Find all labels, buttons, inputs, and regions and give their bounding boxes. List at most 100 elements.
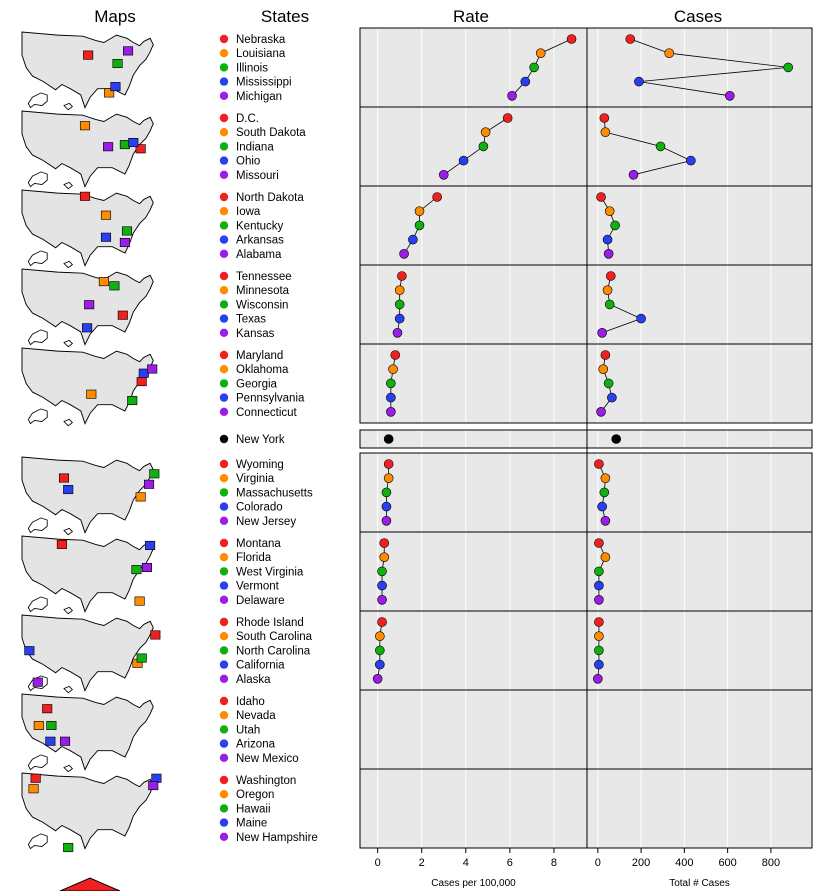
cases-panel <box>587 186 812 265</box>
cases-point <box>594 659 604 670</box>
cases-panel <box>587 265 812 344</box>
cases-point <box>602 285 613 296</box>
state-label: Oklahoma <box>236 364 289 376</box>
group-4: Tennessee Minnesota Wisconsin Texas Kansas <box>21 264 813 348</box>
state-legend-dot <box>219 790 229 799</box>
rate-point <box>379 552 390 563</box>
highlighted-state <box>28 784 39 794</box>
rate-panel <box>360 611 587 690</box>
state-label: Kansas <box>236 328 275 340</box>
highlighted-state <box>100 232 112 242</box>
highlighted-state <box>63 485 74 495</box>
state-label: Minnesota <box>236 285 290 297</box>
rate-point <box>381 487 392 498</box>
cases-point <box>600 350 611 360</box>
highlighted-state <box>82 323 93 333</box>
cases-header: Cases <box>674 7 722 26</box>
group-6: New York <box>219 429 813 449</box>
cases-point <box>605 271 616 281</box>
rate-point <box>394 285 405 296</box>
state-label: Maryland <box>236 350 283 362</box>
hawaii-outline <box>63 527 74 536</box>
state-label: Arkansas <box>236 235 284 247</box>
state-legend-dot <box>219 818 229 827</box>
state-label: South Carolina <box>236 631 313 643</box>
rate-panel <box>360 28 587 107</box>
rate-point <box>386 378 396 389</box>
us-outline <box>21 614 154 692</box>
state-label: Idaho <box>236 696 265 708</box>
cases-point <box>686 155 696 166</box>
cases-point <box>596 192 606 202</box>
group-10: Idaho Nevada Utah Arizona New Mexico <box>21 689 813 773</box>
hawaii-outline <box>63 685 74 694</box>
cases-panel <box>587 344 812 423</box>
rate-tick-label: 4 <box>463 857 469 869</box>
cases-axis-label: Total # Cases <box>669 878 730 889</box>
rate-panel <box>360 690 587 769</box>
alaska-outline <box>27 250 48 267</box>
state-legend-dot <box>219 365 229 374</box>
cases-point <box>594 617 604 627</box>
rate-panel <box>360 107 587 186</box>
state-legend-dot <box>219 502 229 511</box>
highlighted-state <box>123 46 134 56</box>
state-legend-dot <box>219 379 229 388</box>
cases-panel <box>587 453 812 532</box>
state-label: New Jersey <box>236 516 296 528</box>
us-outline <box>21 693 154 771</box>
alaska-outline <box>27 329 48 346</box>
cases-point <box>655 141 666 152</box>
rate-point <box>381 501 392 512</box>
cases-point <box>603 378 614 389</box>
rate-panel <box>360 453 587 532</box>
state-legend-dot <box>219 393 229 402</box>
state-legend-dot <box>219 617 229 627</box>
highlighted-state <box>135 492 146 502</box>
state-label: Indiana <box>236 141 274 153</box>
state-legend-dot <box>219 34 229 44</box>
cases-point <box>596 406 606 417</box>
state-legend-dot <box>219 646 229 655</box>
state-label: West Virginia <box>236 566 304 578</box>
highlighted-state <box>112 58 123 69</box>
state-label: Vermont <box>236 581 280 593</box>
cases-point <box>604 299 615 310</box>
state-legend-dot <box>219 581 229 590</box>
state-legend-dot <box>219 488 229 497</box>
us-outline <box>21 772 154 850</box>
rate-tick-label: 2 <box>419 857 425 869</box>
state-legend-dot <box>219 459 229 469</box>
cases-panel <box>587 107 812 186</box>
state-label: South Dakota <box>236 127 306 139</box>
rate-point <box>383 459 394 469</box>
hawaii-outline <box>63 339 74 348</box>
cases-tick-label: 0 <box>595 857 601 869</box>
cases-panel <box>587 532 812 611</box>
state-label: Kentucky <box>236 220 284 232</box>
rate-panel <box>360 532 587 611</box>
state-label: New Mexico <box>236 753 299 765</box>
rate-point <box>377 594 387 605</box>
highlighted-state <box>127 395 138 406</box>
state-legend-dot <box>219 63 229 72</box>
state-label: Wisconsin <box>236 299 288 311</box>
state-map <box>21 268 154 348</box>
rate-point <box>375 631 385 642</box>
state-legend-dot <box>219 632 229 641</box>
rate-point <box>386 406 396 417</box>
highlighted-state <box>138 368 149 378</box>
maps-header: Maps <box>94 7 136 26</box>
state-map <box>21 347 158 427</box>
highlighted-state <box>32 677 43 687</box>
cases-point <box>597 501 607 512</box>
highlighted-state <box>83 50 94 60</box>
highlighted-state <box>136 653 147 663</box>
cases-point <box>636 313 646 324</box>
state-label: Massachusetts <box>236 487 313 499</box>
rate-panel <box>360 186 587 265</box>
cases-tick-label: 400 <box>675 857 693 869</box>
state-legend-dot <box>219 192 229 202</box>
state-label: Georgia <box>236 378 278 390</box>
cases-panel <box>587 769 812 848</box>
